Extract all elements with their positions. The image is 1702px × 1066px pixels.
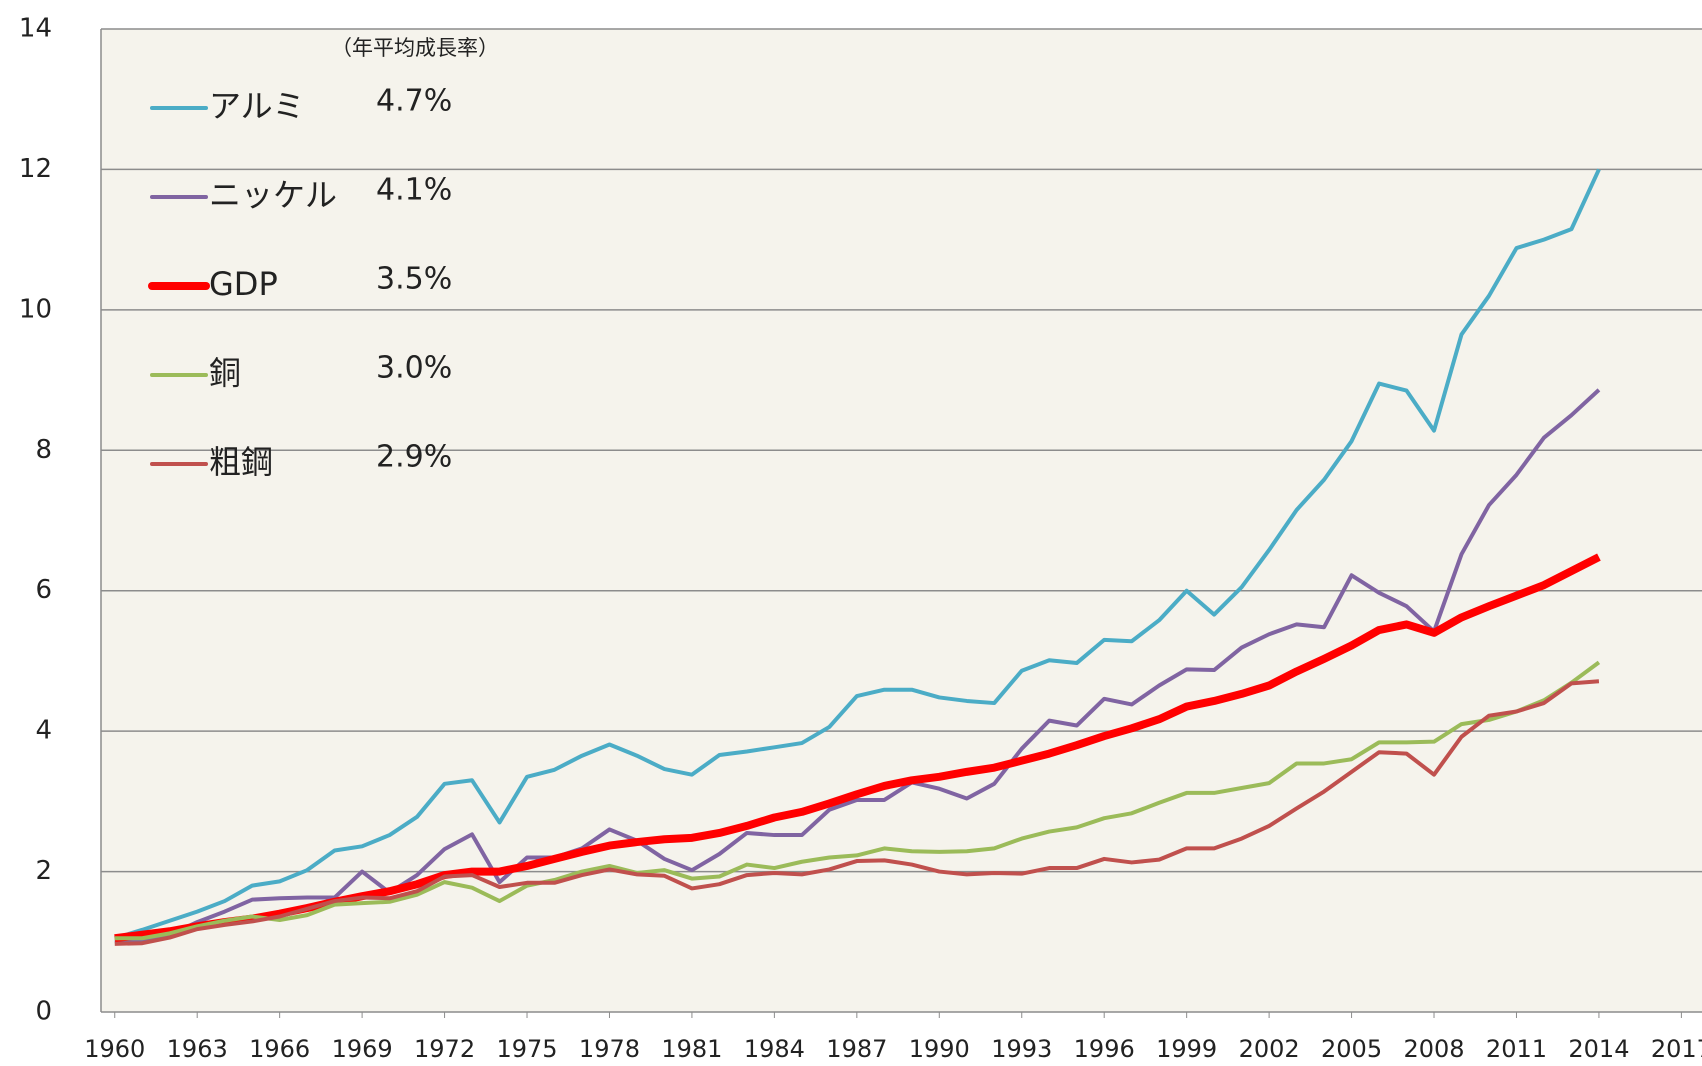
y-tick-label: 2	[35, 856, 52, 886]
x-tick-label: 1963	[167, 1035, 228, 1063]
x-tick-label: 1978	[579, 1035, 640, 1063]
series-line	[114, 660, 1601, 941]
x-tick-label: 1966	[249, 1035, 310, 1063]
y-tick-label: 10	[19, 294, 52, 324]
x-tick-label: 1987	[826, 1035, 887, 1063]
series-line	[114, 168, 1601, 941]
legend-rate: 3.0%	[376, 351, 452, 386]
series-line	[114, 388, 1601, 944]
x-tick-label: 1984	[744, 1035, 805, 1063]
legend-title: （年平均成長率）	[331, 36, 499, 60]
y-tick-label: 4	[35, 716, 52, 746]
x-tick-label: 2005	[1321, 1035, 1382, 1063]
legend-rate: 4.1%	[376, 173, 452, 208]
series-line	[114, 679, 1600, 946]
legend-label: 粗鋼	[209, 443, 273, 481]
legend-rate: 3.5%	[376, 262, 452, 297]
y-tick-label: 12	[19, 154, 52, 184]
y-tick-label: 14	[19, 14, 52, 44]
x-tick-label: 1999	[1156, 1035, 1217, 1063]
x-tick-label: 2008	[1403, 1035, 1464, 1063]
x-tick-label: 1993	[991, 1035, 1052, 1063]
legend-label: アルミ	[209, 87, 305, 125]
x-tick-label: 1960	[84, 1035, 145, 1063]
x-tick-label: 1975	[496, 1035, 557, 1063]
x-tick-label: 1981	[661, 1035, 722, 1063]
legend-label: 銅	[209, 354, 241, 392]
legend-label: GDP	[209, 265, 278, 303]
x-tick-label: 2002	[1239, 1035, 1300, 1063]
y-tick-label: 8	[35, 435, 52, 465]
x-tick-label: 2014	[1568, 1035, 1629, 1063]
x-tick-label: 1990	[909, 1035, 970, 1063]
y-tick-label: 0	[35, 997, 52, 1027]
legend-rate: 2.9%	[376, 440, 452, 475]
x-tick-label: 1969	[332, 1035, 393, 1063]
x-tick-label: 2011	[1486, 1035, 1547, 1063]
x-tick-label: 1996	[1074, 1035, 1135, 1063]
legend-label: ニッケル	[209, 176, 337, 214]
y-tick-label: 6	[35, 575, 52, 605]
x-tick-label: 2017	[1651, 1035, 1702, 1063]
legend-rate: 4.7%	[376, 84, 452, 119]
x-tick-label: 1972	[414, 1035, 475, 1063]
